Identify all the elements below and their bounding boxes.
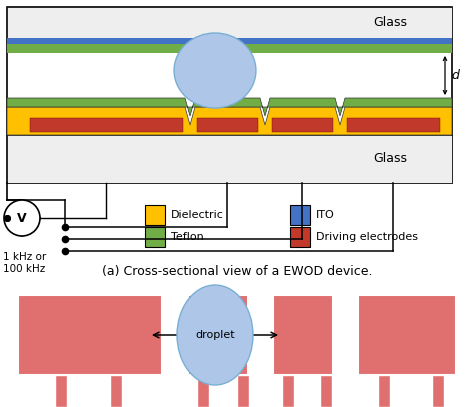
Bar — [290, 205, 310, 225]
Text: V: V — [17, 212, 27, 225]
Bar — [55, 375, 67, 407]
Polygon shape — [7, 107, 452, 135]
Text: Driving electrodes: Driving electrodes — [316, 232, 418, 242]
Bar — [197, 118, 258, 132]
Bar — [282, 375, 294, 407]
Ellipse shape — [177, 285, 253, 385]
Text: Glass: Glass — [373, 153, 407, 166]
Bar — [30, 118, 183, 132]
Text: d: d — [451, 69, 459, 82]
Text: Dielectric: Dielectric — [171, 210, 224, 220]
Bar — [320, 375, 332, 407]
Bar — [7, 135, 452, 183]
Bar — [7, 38, 452, 44]
Bar — [110, 375, 122, 407]
Bar — [7, 7, 452, 38]
Text: droplet: droplet — [195, 330, 235, 340]
Bar — [7, 7, 452, 183]
Text: ITO: ITO — [316, 210, 335, 220]
Bar — [272, 118, 333, 132]
Bar — [347, 118, 440, 132]
Text: Glass: Glass — [373, 15, 407, 28]
Bar — [7, 44, 452, 53]
Polygon shape — [7, 98, 452, 116]
Bar — [188, 295, 248, 375]
Bar — [237, 375, 249, 407]
Bar — [145, 227, 165, 247]
Circle shape — [4, 200, 40, 236]
Bar — [18, 295, 162, 375]
Ellipse shape — [174, 33, 256, 108]
Bar — [432, 375, 444, 407]
Bar — [197, 375, 209, 407]
Bar — [378, 375, 390, 407]
Bar — [145, 205, 165, 225]
Text: (a) Cross-sectional view of a EWOD device.: (a) Cross-sectional view of a EWOD devic… — [102, 265, 372, 278]
Bar — [358, 295, 456, 375]
Text: Teflon: Teflon — [171, 232, 204, 242]
Bar — [290, 227, 310, 247]
Text: 1 kHz or
100 kHz: 1 kHz or 100 kHz — [3, 252, 46, 274]
Bar — [273, 295, 333, 375]
